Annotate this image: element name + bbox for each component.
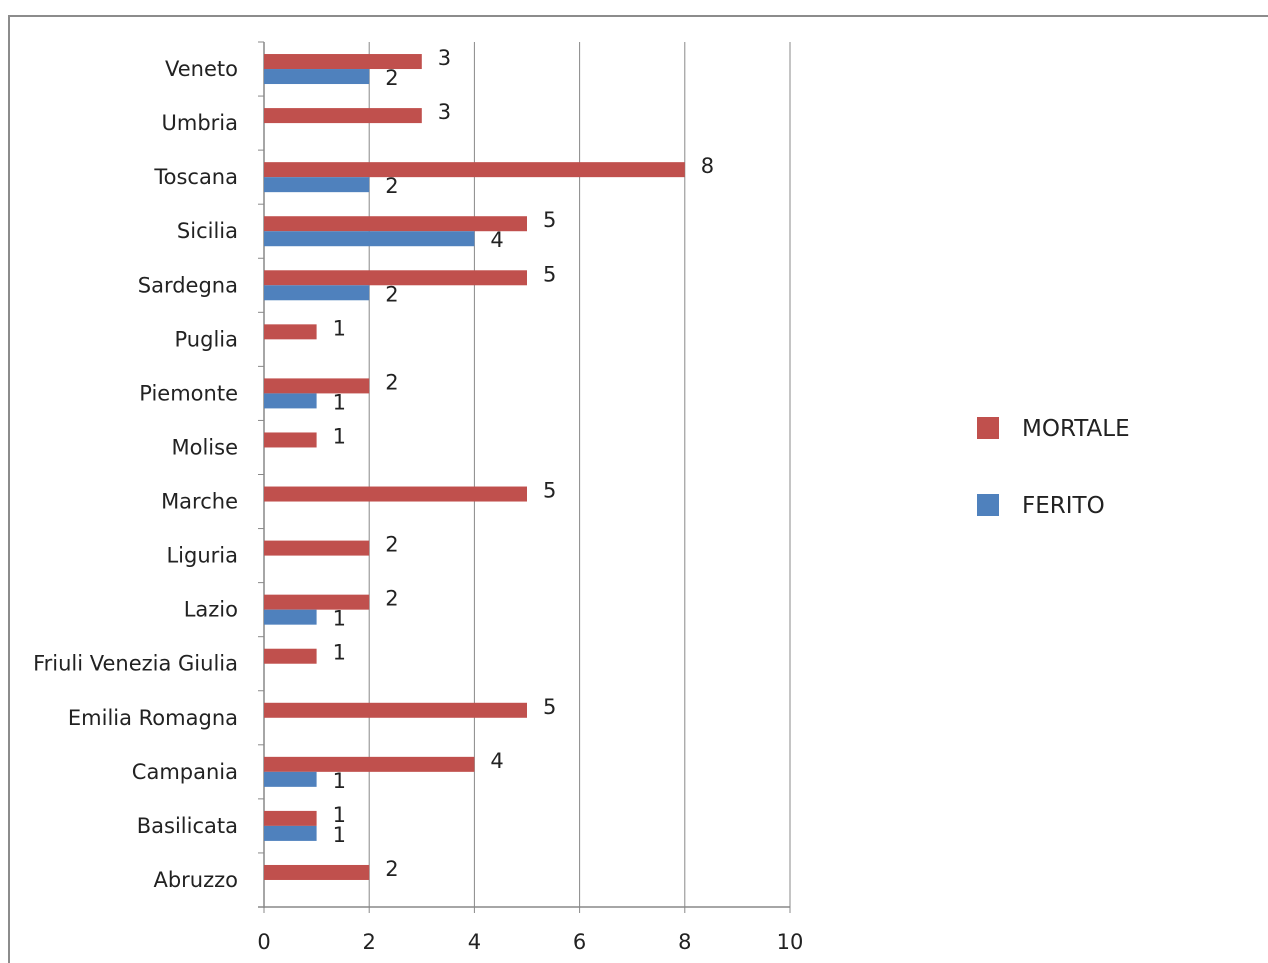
data-label-mortale: 5 [543,479,556,503]
category-label: Lazio [184,598,238,622]
x-tick-label: 4 [468,930,481,954]
x-tick-label: 6 [573,930,586,954]
category-label: Liguria [166,544,238,568]
category-label: Sicilia [177,219,238,243]
data-label-mortale: 1 [333,424,346,448]
bar-mortale [264,648,317,664]
data-label-mortale: 2 [385,587,398,611]
data-label-ferito: 2 [385,282,398,306]
category-label: Marche [161,490,238,514]
bar-mortale [264,54,422,70]
bar-ferito [264,231,475,247]
data-label-mortale: 2 [385,533,398,557]
category-label: Veneto [165,57,238,81]
bar-mortale [264,486,527,502]
data-label-mortale: 5 [543,695,556,719]
category-label: Friuli Venezia Giulia [33,652,238,676]
category-label: Piemonte [139,381,238,405]
bar-mortale [264,162,685,178]
data-label-mortale: 2 [385,370,398,394]
bar-ferito [264,177,370,193]
bar-mortale [264,324,317,340]
category-label: Abruzzo [153,868,238,892]
bar-mortale [264,540,370,556]
data-label-ferito: 1 [333,823,346,847]
x-tick-label: 2 [363,930,376,954]
data-label-mortale: 3 [438,46,451,70]
bar-ferito [264,69,370,85]
category-label: Puglia [175,327,238,351]
bar-mortale [264,756,475,772]
data-label-mortale: 5 [543,208,556,232]
bar-ferito [264,771,317,787]
bar-ferito [264,285,370,301]
bar-ferito [264,609,317,625]
bar-mortale [264,864,370,880]
bar-mortale [264,432,317,448]
category-label: Umbria [162,111,239,135]
bar-mortale [264,702,527,718]
data-label-ferito: 4 [490,228,503,252]
x-tick-label: 0 [257,930,270,954]
data-label-mortale: 8 [701,154,714,178]
bar-mortale [264,108,422,124]
category-label: Campania [132,760,238,784]
category-label: Emilia Romagna [68,706,238,730]
data-label-ferito: 1 [333,607,346,631]
bar-mortale [264,216,527,232]
data-label-ferito: 2 [385,66,398,90]
category-label: Molise [172,435,239,459]
bar-ferito [264,393,317,409]
x-tick-label: 8 [678,930,691,954]
data-label-ferito: 2 [385,174,398,198]
category-label: Basilicata [137,814,238,838]
legend-label-ferito: FERITO [1022,493,1105,519]
x-tick-label: 10 [777,930,804,954]
category-label: Sardegna [138,273,238,297]
chart-frame [8,15,1268,963]
data-label-ferito: 1 [333,390,346,414]
legend-swatch-ferito [977,494,999,516]
data-label-mortale: 1 [333,803,346,827]
data-label-mortale: 2 [385,857,398,881]
bar-ferito [264,825,317,841]
bar-mortale [264,810,317,826]
data-label-mortale: 1 [333,316,346,340]
data-label-mortale: 3 [438,100,451,124]
bar-mortale [264,270,527,286]
data-label-mortale: 4 [490,749,503,773]
data-label-ferito: 1 [333,769,346,793]
bar-mortale [264,594,370,610]
data-label-mortale: 5 [543,262,556,286]
category-label: Toscana [153,165,238,189]
legend-swatch-mortale [977,417,999,439]
bar-mortale [264,378,370,394]
legend-label-mortale: MORTALE [1022,416,1130,442]
data-label-mortale: 1 [333,641,346,665]
